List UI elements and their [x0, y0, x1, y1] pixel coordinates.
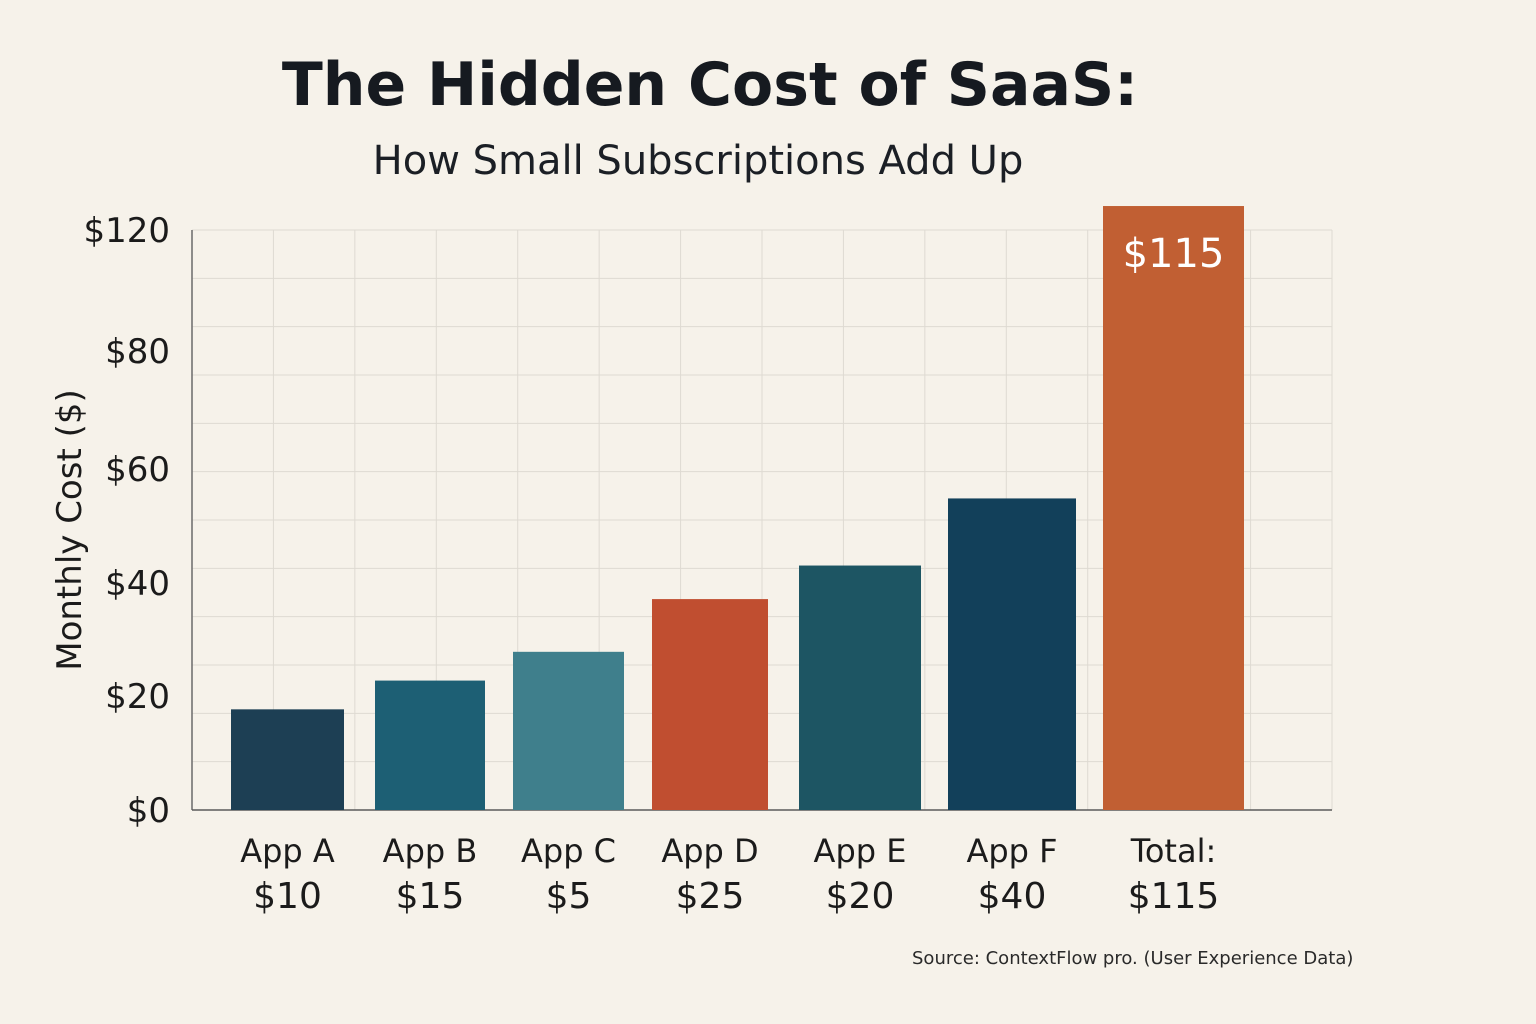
category-label: App E — [814, 832, 907, 870]
y-tick-label: $80 — [105, 332, 170, 372]
chart-title: The Hidden Cost of SaaS: — [281, 50, 1139, 120]
y-tick-label: $40 — [105, 564, 170, 604]
category-value-label: $10 — [253, 876, 322, 917]
bar-app-d — [652, 599, 768, 810]
category-value-label: $25 — [676, 876, 745, 917]
bar-app-b — [375, 680, 485, 810]
category-label: App F — [966, 832, 1057, 870]
category-label: Total: — [1130, 832, 1217, 870]
bar-app-f — [948, 498, 1076, 810]
y-tick-label: $120 — [83, 211, 170, 251]
y-tick-label: $0 — [127, 791, 170, 831]
bar-app-a — [231, 709, 344, 810]
category-label: App C — [521, 832, 616, 870]
total-data-label: $115 — [1123, 231, 1225, 277]
bar-app-c — [513, 651, 624, 810]
category-label: App D — [661, 832, 758, 870]
bar-total — [1103, 206, 1244, 810]
category-label: App A — [240, 832, 335, 870]
category-value-label: $5 — [546, 876, 592, 917]
category-label: App B — [383, 832, 478, 870]
category-value-label: $15 — [396, 876, 465, 917]
category-value-label: $20 — [826, 876, 895, 917]
y-tick-label: $60 — [105, 450, 170, 490]
chart-subtitle: How Small Subscriptions Add Up — [372, 138, 1024, 184]
y-tick-label: $20 — [105, 677, 170, 717]
bar-app-e — [799, 565, 921, 810]
category-value-label: $40 — [978, 876, 1047, 917]
category-value-label: $115 — [1128, 876, 1220, 917]
source-note: Source: ContextFlow pro. (User Experienc… — [912, 948, 1354, 969]
